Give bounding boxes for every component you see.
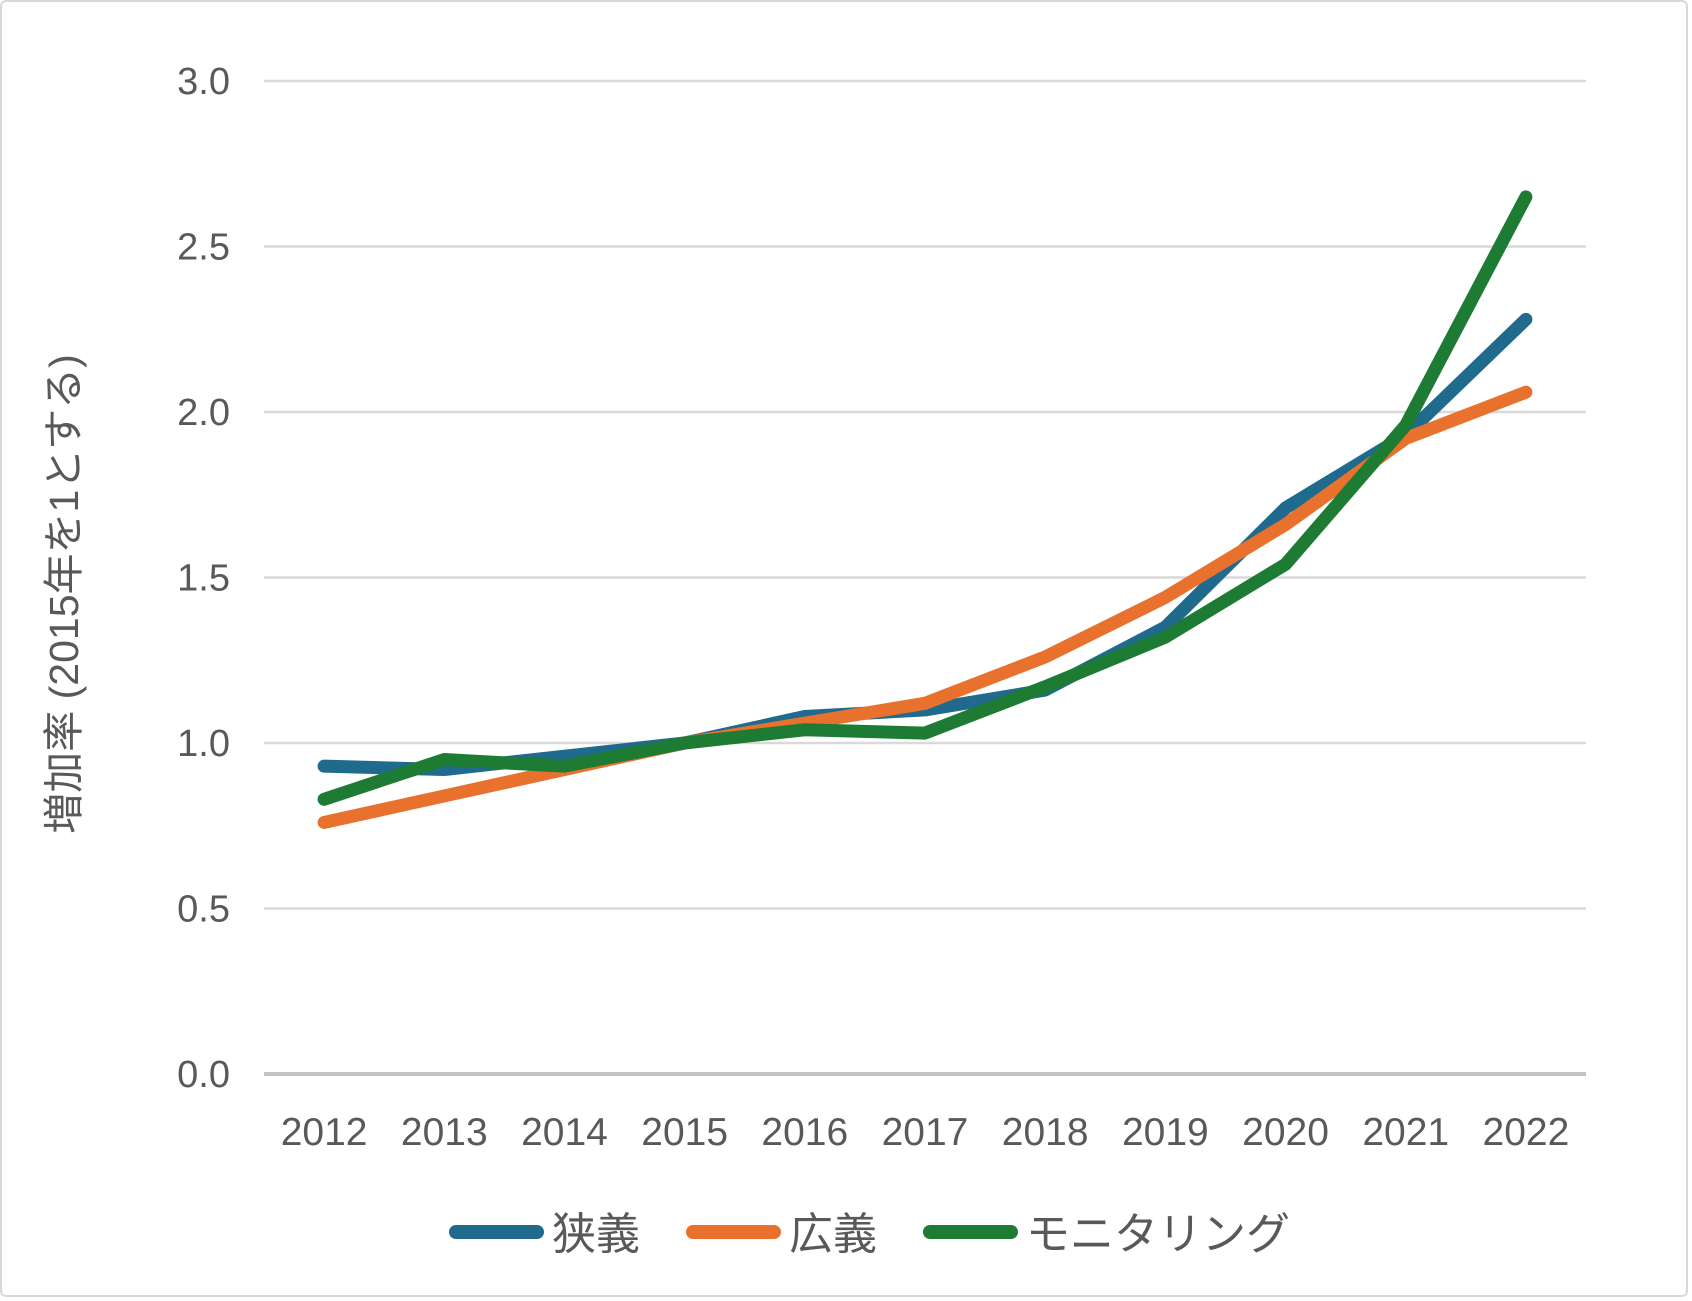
x-tick-label: 2015 [641,1111,728,1154]
legend-swatch [449,1225,544,1239]
legend-label: 広義 [789,1210,877,1259]
x-tick-label: 2021 [1362,1111,1449,1154]
series-line-モニタリング [317,190,1533,806]
y-tick-label: 3.0 [177,61,230,103]
y-tick-label: 0.5 [177,889,230,931]
legend-label: モニタリング [1026,1210,1290,1259]
series-line-広義 [317,385,1533,829]
x-tick-label: 2012 [281,1111,368,1154]
x-tick-label: 2014 [521,1111,608,1154]
x-tick-label: 2020 [1242,1111,1329,1154]
series-layer [317,190,1533,829]
y-tick-label: 2.5 [177,227,230,269]
y-tick-label: 0.0 [177,1054,230,1096]
y-tick-label: 1.0 [177,723,230,765]
x-tick-label: 2017 [882,1111,969,1154]
x-tick-label: 2013 [401,1111,488,1154]
y-axis-title: 増加率 (2015年を1とする) [41,354,87,833]
y-tick-label: 2.0 [177,392,230,434]
legend-swatch [923,1225,1018,1239]
gridlines-layer [264,79,1586,1076]
y-tick-label: 1.5 [177,558,230,600]
legend-swatch [686,1225,781,1239]
x-tick-label: 2022 [1483,1111,1570,1154]
legend: 狭義 広義 モニタリング [449,1210,1290,1259]
axis-labels-layer: 0.0 0.5 1.0 1.5 2.0 2.5 3.0 2012 2013 2014 2015 201… [177,61,1569,1154]
x-tick-label: 2018 [1002,1111,1089,1154]
x-tick-label: 2016 [761,1111,848,1154]
x-tick-label: 2019 [1122,1111,1209,1154]
legend-label: 狭義 [552,1210,640,1259]
